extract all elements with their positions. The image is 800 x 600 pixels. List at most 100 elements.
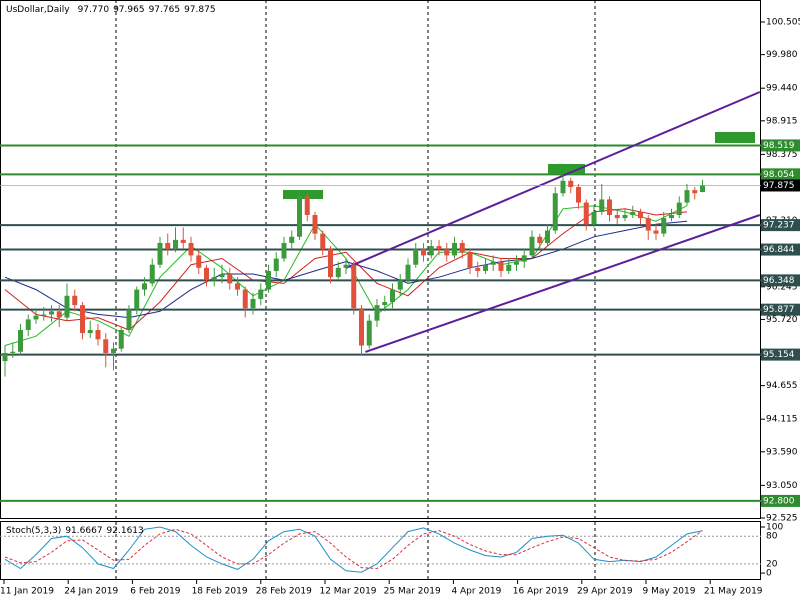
candle-body [428,246,434,256]
zone-box [715,132,755,143]
x-tick-label: 16 Apr 2019 [513,587,569,597]
x-tick-label: 6 Feb 2019 [130,587,181,597]
candle-body [49,311,54,315]
candle-body [2,352,8,362]
candle-body [684,190,690,203]
candle-body [591,211,597,225]
candle-body [204,267,209,281]
candle-body [142,283,147,290]
x-tick-label: 21 May 2019 [704,587,763,597]
candle-body [281,242,287,259]
candle-body [498,261,504,271]
x-tick-label: 9 May 2019 [643,587,696,597]
candle-body [10,351,16,353]
candle-body [661,218,667,234]
level-label: 95.154 [763,350,795,360]
stoch-header: Stoch(5,3,3) 91.6667 92.1613 [6,526,144,536]
x-tick-label: 18 Feb 2019 [192,587,248,597]
candle-body [227,274,233,284]
candle-body [25,319,31,330]
candle-body [359,308,364,346]
level-label: 96.844 [763,245,795,255]
level-label-box [761,303,800,316]
chart-header: UsDollar,Daily 97.770 97.965 97.765 97.875 [6,5,216,15]
current-price-box [761,179,800,192]
candle-body [490,261,496,265]
level-label-box [761,219,800,232]
ohlc-value: 97.965 [113,5,145,15]
candle-body [235,283,240,290]
x-tick-label: 24 Jan 2019 [64,587,118,597]
candle-body [312,214,318,234]
candle-body [87,329,93,334]
candle-body [622,214,628,219]
candle-body [118,329,124,349]
candle-body [126,309,132,330]
candle-body [374,305,380,321]
candle-body [700,185,705,192]
stoch-line [4,528,703,570]
candle-body [33,315,39,320]
candle-body [568,180,574,188]
level-label: 97.237 [763,221,795,231]
candle-body [320,233,326,250]
candle-body [343,264,349,268]
candle-body [397,280,403,290]
y-tick-label: 93.590 [766,447,798,457]
trendline [365,214,761,353]
candle-body [452,242,457,256]
candle-body [552,193,558,231]
candle-body [180,239,186,243]
candle-body [638,211,643,219]
candle-body [242,289,248,309]
x-tick-label: 4 Apr 2019 [451,587,501,597]
candle-body [467,252,473,268]
stoch-panel [0,521,761,580]
level-label-box [761,139,800,152]
y-tick-label: 93.050 [766,481,798,491]
candle-body [529,236,535,256]
candle-body [444,249,450,256]
level-label-box [761,243,800,256]
candle-body [64,295,70,318]
y-tick-label: 94.655 [766,381,798,391]
candle-body [297,196,302,237]
moving-average [4,208,688,331]
candle-body [537,236,543,243]
candle-body [521,255,527,262]
candle-body [514,261,519,265]
stoch-tick-label: 20 [766,559,778,569]
candle-body [483,264,488,271]
x-tick-label: 12 Mar 2019 [319,587,376,597]
stoch-value: 92.1613 [107,526,144,536]
candle-body [560,180,566,194]
stoch-tick-label: 100 [766,522,783,532]
candle-body [304,196,310,215]
candle-body [599,199,605,212]
candle-body [273,258,279,271]
candle-body [583,202,589,225]
candle-body [165,242,171,250]
level-label-box [761,168,800,181]
candle-body [692,190,698,194]
candle-body [258,289,264,299]
candle-body [645,218,651,231]
symbol: UsDollar,Daily [6,5,70,15]
stoch-value: 91.6667 [65,526,102,536]
candle-body [475,267,481,271]
y-tick-label: 94.115 [766,415,798,425]
candle-body [607,199,612,215]
candle-body [669,214,674,219]
candle-body [405,264,411,281]
y-tick-label: 100.505 [766,18,800,28]
candle-body [266,270,271,290]
period-separators [115,0,596,580]
level-label-box [761,494,800,507]
candle-body [211,277,217,281]
zone-box [283,190,323,199]
candle-body [219,274,225,278]
candle-body [459,242,465,253]
candle-body [421,249,426,256]
moving-average [4,205,688,346]
